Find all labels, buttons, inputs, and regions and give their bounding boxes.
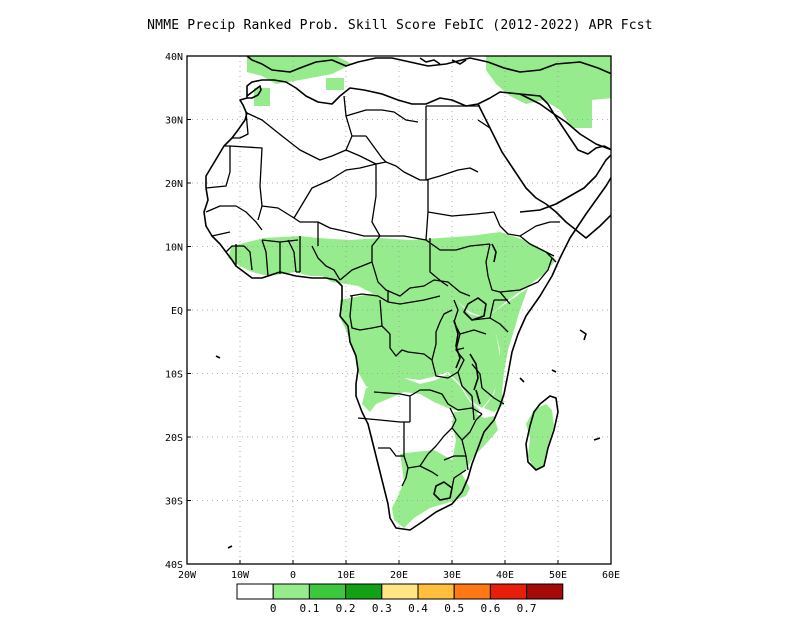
border-central-africa [339,211,560,335]
colorbar-label-6: 0.6 [480,602,500,615]
colorbar-swatch-3 [345,583,383,600]
y-tick-label-6: 20S [165,433,183,444]
skill-region-angola [362,374,480,418]
y-axis-ticks: 40N 30N 20N 10N EQ 10S 20S 30S 40S [165,52,191,571]
x-tick-label-3: 10E [337,570,355,581]
x-tick-label-5: 30E [443,570,461,581]
skill-region-north-coast [247,56,352,84]
coastline-mediterranean-north [246,56,611,75]
x-tick-label-2: 0 [290,570,296,581]
y-tick-label-2: 20N [165,179,183,190]
colorbar-swatch-7 [489,583,528,600]
x-tick-label-4: 20E [390,570,408,581]
border-congo-east [389,299,509,397]
country-borders [205,95,560,489]
y-tick-label-7: 30S [165,497,183,508]
colorbar-label-2: 0.2 [336,602,356,615]
colorbar-swatch-8 [526,583,564,600]
map-title: NMME Precip Ranked Prob. Skill Score Feb… [147,18,653,33]
skill-region-madagascar [526,404,554,470]
y-tick-label-0: 40N [165,52,183,63]
x-tick-label-6: 40E [496,570,514,581]
coastline-red-sea-east [477,103,611,239]
colorbar-swatch-1 [272,583,310,600]
colorbar-swatch-6 [453,583,491,600]
coastline-islands [215,57,601,549]
colorbar-label-5: 0.5 [444,602,464,615]
x-tick-label-0: 20W [178,570,197,581]
coastline-lake-southern [433,481,453,501]
border-sahel [261,105,495,241]
x-axis-ticks: 20W 10W 0 10E 20E 30E 40E 50E 60E [178,560,620,581]
y-tick-label-4: EQ [171,306,183,317]
x-tick-label-7: 50E [549,570,567,581]
coastline-lake-victoria [463,297,487,321]
colorbar-label-1: 0.1 [299,602,319,615]
colorbar-swatch-5 [417,583,455,600]
skill-region-east-africa [484,288,528,412]
border-mozambique-malawi [471,299,508,421]
x-tick-label-1: 10W [231,570,250,581]
colorbar-swatch-2 [308,583,347,600]
skill-region-southern-africa [392,450,470,528]
coastline-africa [203,79,611,531]
coastline-arabia-gulf [519,93,611,151]
graticule [187,56,611,564]
skill-shading [228,56,611,528]
skill-region-libya-patch [326,78,344,90]
border-west-africa [235,222,341,281]
colorbar-label-3: 0.3 [372,602,392,615]
border-southern-africa [357,389,483,489]
colorbar: 0 0.1 0.2 0.3 0.4 0.5 0.6 0.7 [236,583,564,615]
coastlines [203,56,611,549]
colorbar-label-7: 0.7 [517,602,537,615]
skill-region-north-africa-patch [254,88,270,106]
y-tick-label-8: 40S [165,560,183,571]
skill-region-levant-turkey [486,56,611,128]
colorbar-swatch-0 [236,583,274,600]
x-tick-label-8: 60E [602,570,620,581]
skill-region-sahel [228,232,556,318]
y-tick-label-5: 10S [165,370,183,381]
y-tick-label-3: 10N [165,243,183,254]
colorbar-label-4: 0.4 [408,602,428,615]
colorbar-label-0: 0 [270,602,277,615]
y-tick-label-1: 30N [165,116,183,127]
coastline-madagascar [525,395,559,471]
border-maghreb [205,95,353,253]
coastline-arabia-south [519,153,611,213]
colorbar-swatch-4 [381,583,419,600]
